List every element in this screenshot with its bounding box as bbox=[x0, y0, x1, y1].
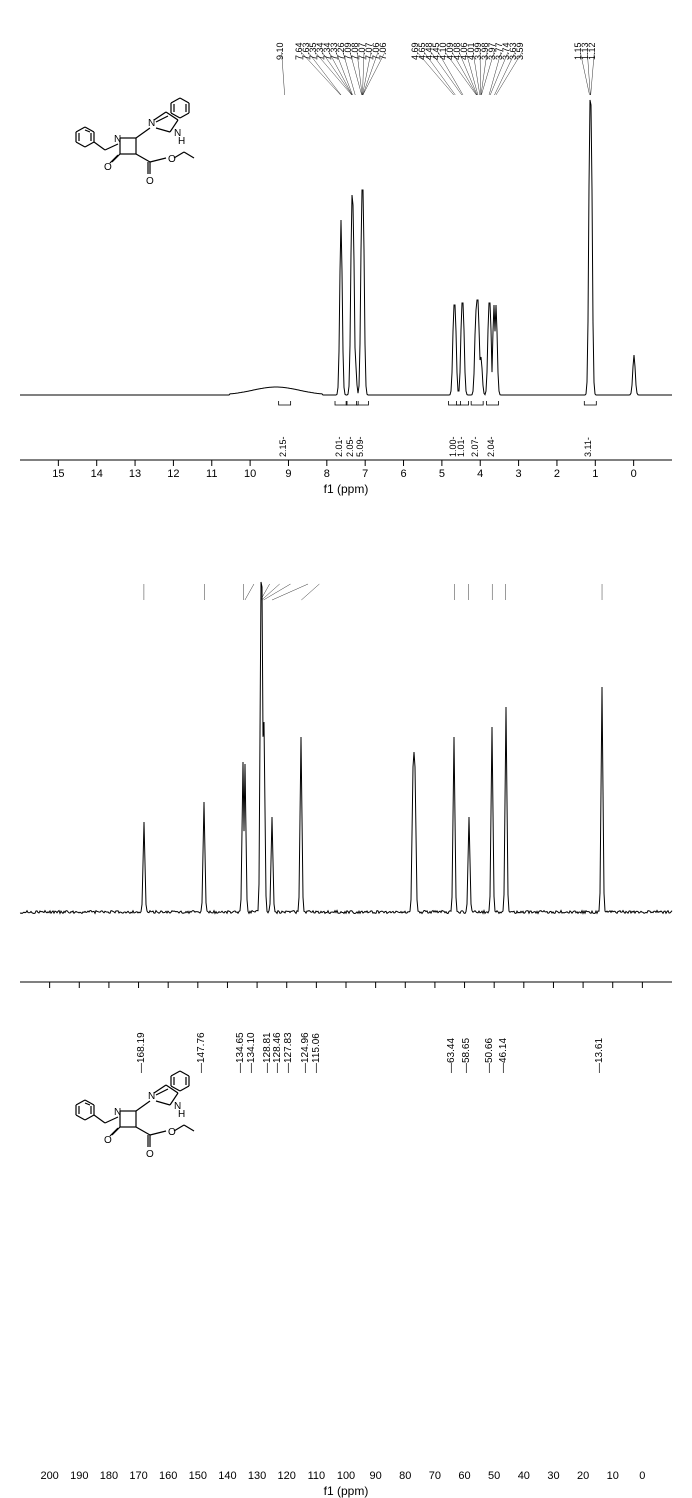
peak-label: —127.83 bbox=[283, 1032, 294, 1073]
integral-label: 3.11- bbox=[583, 437, 593, 457]
peak-label: 1.12 bbox=[587, 42, 597, 60]
peak-label: —63.44 bbox=[446, 1038, 457, 1073]
tick-label: 30 bbox=[547, 1470, 559, 1482]
tick-label: 9 bbox=[285, 468, 291, 480]
tick-label: 3 bbox=[516, 468, 522, 480]
peak-label: —134.10 bbox=[246, 1032, 257, 1073]
svg-text:O: O bbox=[146, 1149, 154, 1160]
peak-label: —128.81 bbox=[262, 1032, 273, 1073]
tick-label: 10 bbox=[244, 468, 256, 480]
peak-label: —128.46 bbox=[272, 1032, 283, 1073]
tick-label: 14 bbox=[91, 468, 103, 480]
tick-label: 20 bbox=[577, 1470, 589, 1482]
tick-label: 15 bbox=[52, 468, 64, 480]
integral-label: 5.09- bbox=[355, 436, 365, 457]
tick-label: 4 bbox=[477, 468, 483, 480]
integral-label: 2.04- bbox=[486, 436, 496, 457]
peak-label: —115.06 bbox=[311, 1033, 322, 1073]
tick-label: 11 bbox=[206, 468, 217, 480]
tick-label: 180 bbox=[100, 1470, 118, 1482]
tick-label: 190 bbox=[70, 1470, 88, 1482]
peak-label: 3.59 bbox=[515, 42, 525, 60]
tick-label: 160 bbox=[159, 1470, 177, 1482]
svg-text:O: O bbox=[104, 1135, 112, 1146]
nmr-13c-spectrum bbox=[0, 480, 692, 1000]
tick-label: 120 bbox=[278, 1470, 296, 1482]
tick-label: 170 bbox=[129, 1470, 147, 1482]
tick-label: 140 bbox=[218, 1470, 236, 1482]
tick-label: 0 bbox=[631, 468, 637, 480]
svg-text:O: O bbox=[168, 1127, 176, 1138]
tick-label: 0 bbox=[639, 1470, 645, 1482]
svg-text:H: H bbox=[178, 1109, 185, 1120]
svg-text:O: O bbox=[104, 162, 112, 173]
integral-label: 2.01- bbox=[334, 436, 344, 457]
tick-label: 70 bbox=[429, 1470, 441, 1482]
nmr-13c-panel: 0102030405060708090100110120130140150160… bbox=[0, 480, 692, 1000]
nmr-1h-panel: 0123456789101112131415 9.107.647.637.357… bbox=[0, 0, 692, 480]
peak-label: 7.06 bbox=[378, 42, 388, 60]
integral-label: 2.05- bbox=[345, 436, 355, 457]
tick-label: 150 bbox=[189, 1470, 207, 1482]
tick-label: 130 bbox=[248, 1470, 266, 1482]
peak-label: —50.66 bbox=[484, 1038, 495, 1073]
molecule-structure-1h: NOOONNH bbox=[70, 62, 230, 202]
nmr-13c-axis-title: f1 (ppm) bbox=[324, 1484, 369, 1498]
tick-label: 40 bbox=[518, 1470, 530, 1482]
tick-label: 50 bbox=[488, 1470, 500, 1482]
tick-label: 2 bbox=[554, 468, 560, 480]
tick-label: 80 bbox=[399, 1470, 411, 1482]
tick-label: 200 bbox=[40, 1470, 58, 1482]
integral-label: 1.01- bbox=[456, 436, 466, 457]
svg-text:H: H bbox=[178, 136, 185, 147]
peak-label: —13.61 bbox=[594, 1038, 605, 1073]
tick-label: 100 bbox=[337, 1470, 355, 1482]
svg-text:O: O bbox=[146, 176, 154, 187]
peak-label: —134.65 bbox=[235, 1032, 246, 1073]
integral-label: 2.07- bbox=[470, 436, 480, 457]
tick-label: 90 bbox=[370, 1470, 382, 1482]
peak-label: —46.14 bbox=[498, 1038, 509, 1073]
svg-text:O: O bbox=[168, 154, 176, 165]
tick-label: 13 bbox=[129, 468, 141, 480]
molecule-structure-13c: NOOONNH bbox=[70, 1035, 230, 1175]
tick-label: 7 bbox=[362, 468, 368, 480]
peak-label: —124.96 bbox=[300, 1032, 311, 1073]
integral-label: 2.15- bbox=[278, 436, 288, 457]
peak-label: 9.10 bbox=[275, 42, 285, 60]
tick-label: 10 bbox=[607, 1470, 619, 1482]
tick-label: 12 bbox=[167, 468, 179, 480]
peak-label: —58.65 bbox=[461, 1038, 472, 1073]
tick-label: 5 bbox=[439, 468, 445, 480]
tick-label: 8 bbox=[324, 468, 330, 480]
tick-label: 60 bbox=[458, 1470, 470, 1482]
tick-label: 1 bbox=[592, 468, 598, 480]
tick-label: 6 bbox=[400, 468, 406, 480]
tick-label: 110 bbox=[308, 1470, 326, 1482]
